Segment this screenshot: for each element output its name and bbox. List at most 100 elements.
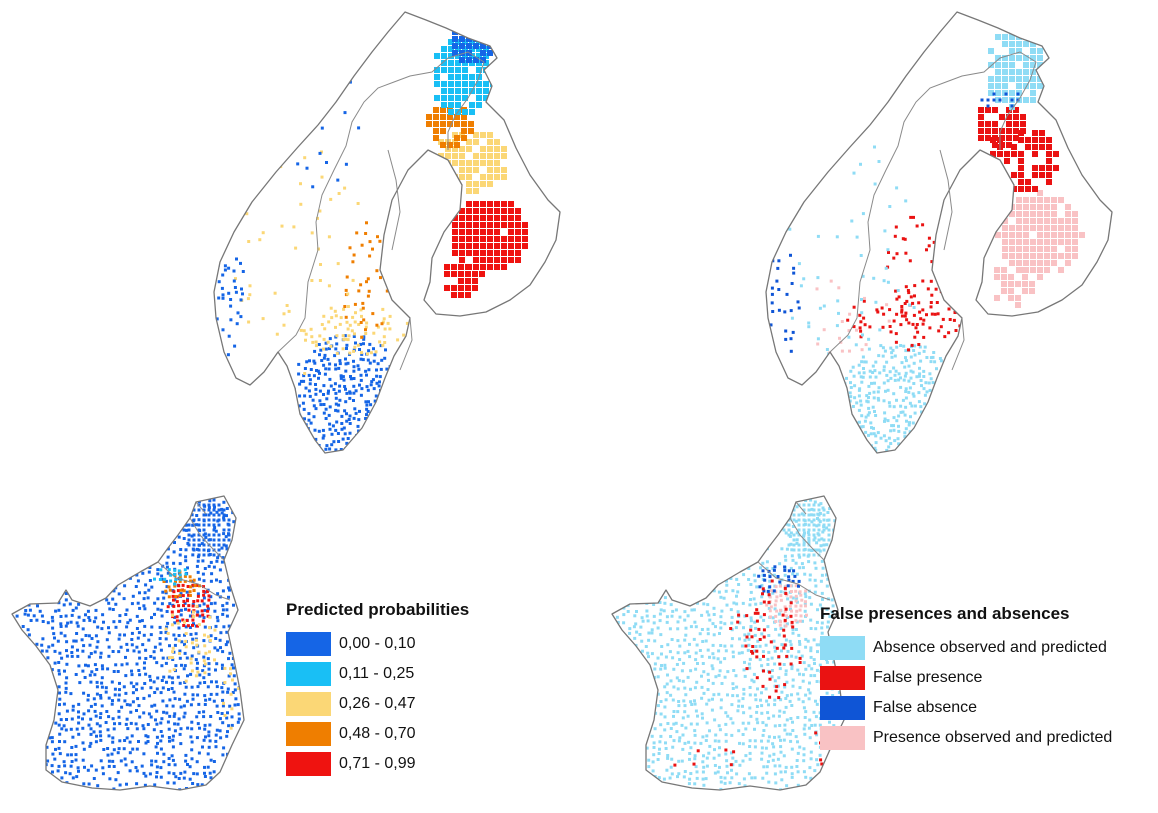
grid-cell bbox=[735, 602, 739, 606]
grid-cell bbox=[790, 747, 794, 751]
grid-cell bbox=[357, 289, 361, 293]
grid-cell bbox=[807, 325, 811, 329]
grid-cell bbox=[466, 146, 472, 152]
grid-cell bbox=[71, 608, 75, 612]
grid-cell bbox=[236, 720, 240, 724]
grid-cell bbox=[712, 613, 716, 616]
grid-cell bbox=[107, 759, 111, 763]
grid-cell bbox=[794, 619, 798, 623]
grid-cell bbox=[68, 772, 72, 776]
grid-cell bbox=[718, 632, 721, 635]
grid-cell bbox=[229, 672, 232, 676]
grid-cell bbox=[785, 784, 789, 788]
grid-cell bbox=[713, 718, 717, 722]
grid-cell bbox=[659, 712, 663, 716]
grid-cell bbox=[147, 570, 151, 574]
grid-cell bbox=[301, 401, 305, 405]
grid-cell bbox=[178, 573, 182, 577]
grid-cell bbox=[802, 528, 806, 532]
grid-cell bbox=[919, 359, 923, 363]
grid-cell bbox=[86, 693, 90, 697]
grid-cell bbox=[807, 533, 811, 537]
grid-cell bbox=[156, 676, 160, 680]
grid-cell bbox=[156, 597, 160, 601]
grid-cell bbox=[936, 405, 940, 409]
grid-cell bbox=[459, 36, 465, 42]
grid-cell bbox=[218, 345, 221, 349]
grid-cell bbox=[208, 499, 212, 503]
grid-cell bbox=[69, 692, 73, 696]
grid-cell bbox=[377, 434, 381, 438]
grid-cell bbox=[1032, 130, 1038, 136]
grid-cell bbox=[159, 775, 163, 779]
grid-cell bbox=[765, 560, 769, 564]
grid-cell bbox=[176, 621, 180, 625]
grid-cell bbox=[676, 710, 680, 714]
grid-cell bbox=[208, 723, 212, 727]
grid-cell bbox=[915, 375, 919, 379]
grid-cell bbox=[937, 268, 941, 272]
grid-cell bbox=[1051, 232, 1057, 238]
grid-cell bbox=[894, 369, 898, 373]
grid-cell bbox=[222, 518, 226, 522]
grid-cell bbox=[787, 578, 791, 582]
grid-cell bbox=[65, 662, 69, 666]
grid-cell bbox=[324, 447, 328, 451]
grid-cell bbox=[94, 616, 98, 620]
grid-cell bbox=[932, 420, 936, 424]
grid-cell bbox=[135, 645, 139, 649]
grid-cell bbox=[100, 685, 104, 689]
grid-cell bbox=[668, 650, 672, 654]
grid-cell bbox=[230, 663, 234, 667]
grid-cell bbox=[354, 389, 358, 393]
grid-cell bbox=[725, 579, 728, 583]
grid-cell bbox=[683, 638, 687, 642]
grid-cell bbox=[1037, 190, 1043, 196]
grid-cell bbox=[895, 312, 899, 316]
grid-cell bbox=[730, 776, 734, 780]
grid-cell bbox=[81, 669, 85, 673]
grid-cell bbox=[859, 320, 863, 324]
grid-cell bbox=[187, 528, 191, 532]
grid-cell bbox=[461, 114, 467, 120]
coastline bbox=[11, 495, 245, 791]
grid-cell bbox=[789, 584, 793, 588]
grid-cell bbox=[919, 317, 923, 321]
grid-cell bbox=[148, 566, 152, 569]
grid-cell bbox=[701, 716, 704, 720]
grid-cell bbox=[779, 738, 782, 742]
grid-cell bbox=[755, 717, 759, 721]
grid-cell bbox=[462, 95, 468, 101]
grid-cell bbox=[216, 556, 220, 560]
grid-cell bbox=[60, 776, 64, 780]
grid-cell bbox=[1053, 151, 1059, 157]
grid-cell bbox=[789, 662, 793, 666]
grid-cell bbox=[438, 167, 444, 173]
grid-cell bbox=[135, 662, 139, 666]
grid-cell bbox=[184, 625, 188, 629]
grid-cell bbox=[992, 128, 998, 134]
grid-cell bbox=[312, 359, 316, 363]
grid-cell bbox=[128, 740, 132, 744]
grid-cell bbox=[355, 231, 359, 235]
grid-cell bbox=[913, 344, 917, 348]
grid-cell bbox=[1009, 253, 1015, 259]
grid-cell bbox=[802, 753, 806, 757]
grid-cell bbox=[64, 681, 68, 685]
grid-cell bbox=[671, 698, 675, 702]
grid-cell bbox=[344, 369, 348, 373]
grid-cell bbox=[441, 88, 447, 94]
grid-cell bbox=[58, 703, 61, 707]
grid-cell bbox=[469, 109, 475, 115]
grid-cell bbox=[178, 619, 181, 623]
grid-cell bbox=[817, 518, 821, 522]
grid-cell bbox=[170, 656, 174, 659]
grid-cell bbox=[888, 454, 891, 457]
grid-cell bbox=[798, 686, 802, 690]
grid-cell bbox=[189, 672, 193, 676]
grid-cell bbox=[790, 772, 794, 776]
grid-cell bbox=[791, 330, 795, 334]
grid-cell bbox=[310, 279, 314, 282]
grid-cell bbox=[812, 503, 816, 507]
grid-cell bbox=[117, 637, 121, 641]
